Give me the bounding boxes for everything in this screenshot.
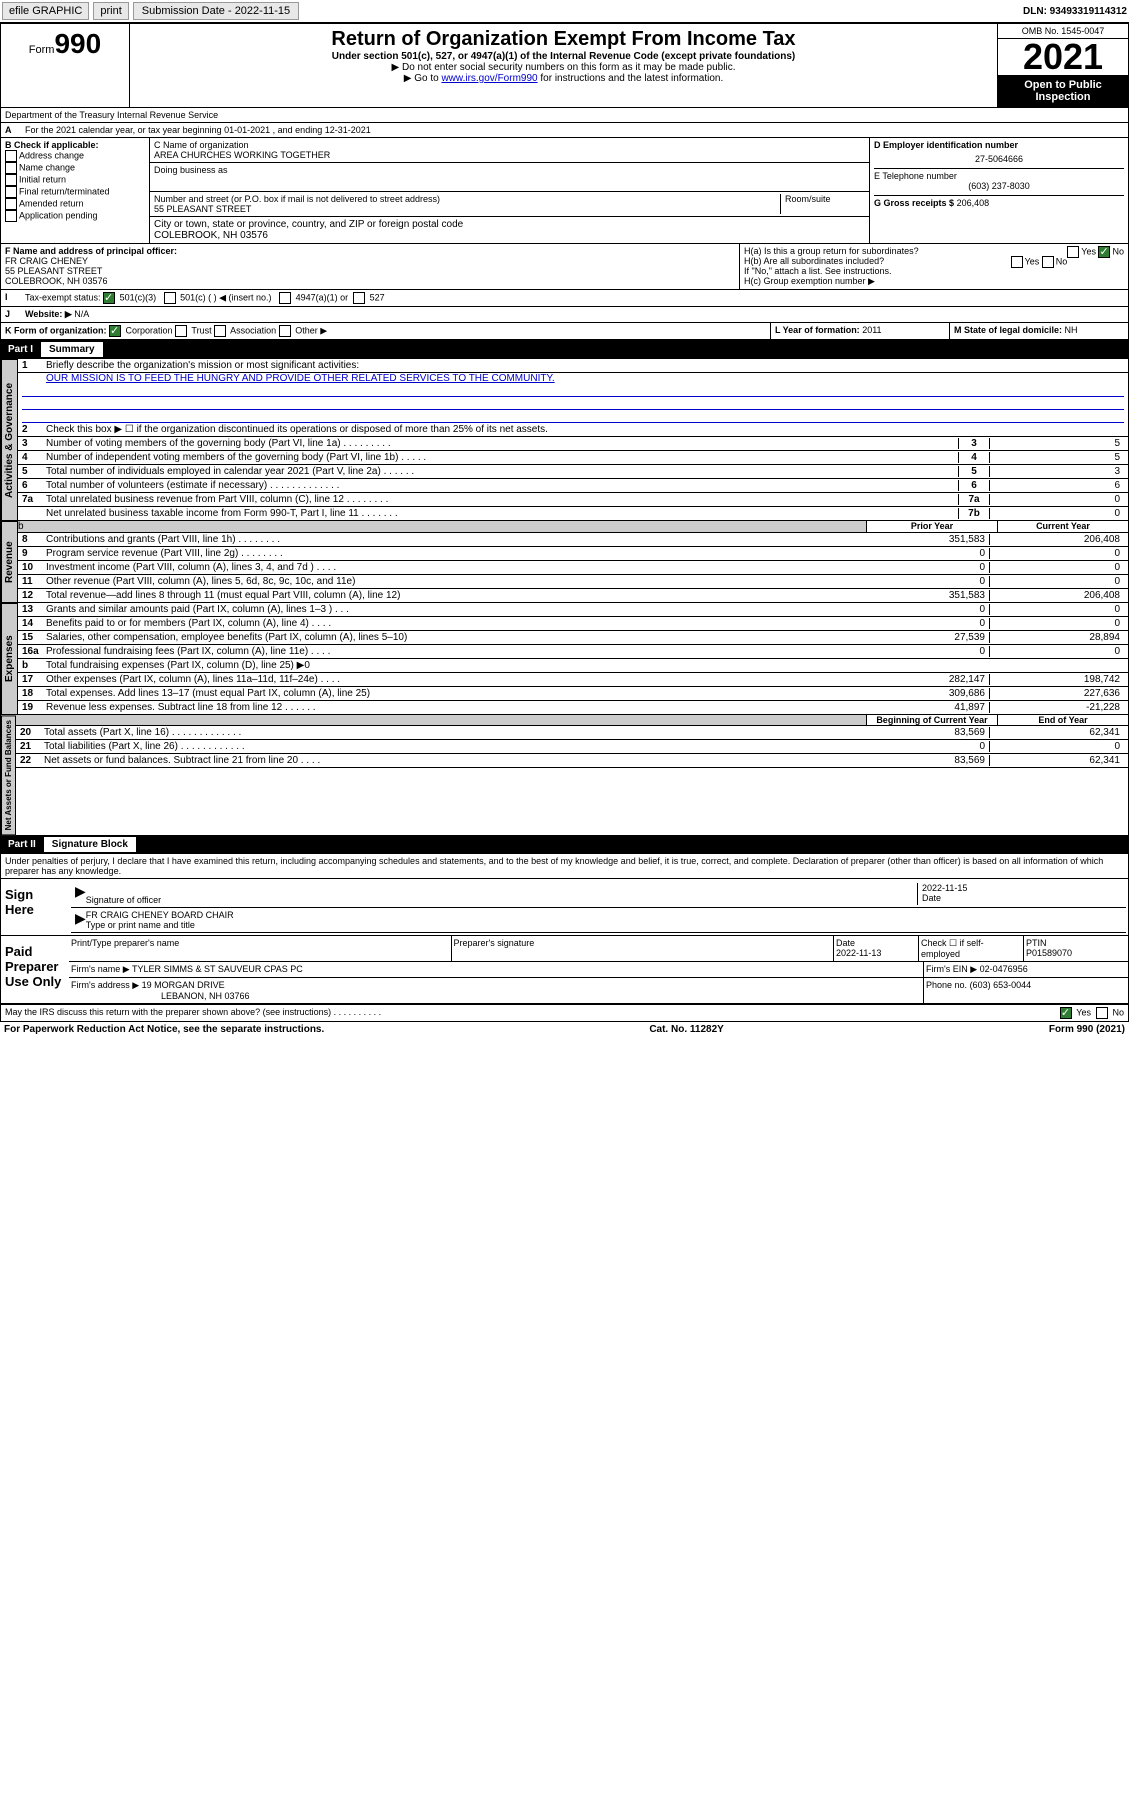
form-label: Form: [29, 44, 55, 56]
sig-date: 2022-11-15: [922, 883, 1122, 893]
note-2: ▶ Go to www.irs.gov/Form990 for instruct…: [134, 73, 993, 84]
website: Website: ▶ N/A: [21, 307, 93, 322]
side-net-assets: Net Assets or Fund Balances: [1, 715, 16, 835]
side-revenue: Revenue: [1, 521, 18, 603]
checkbox-501c3[interactable]: [103, 292, 115, 304]
department: Department of the Treasury Internal Reve…: [0, 108, 1129, 123]
discuss-row: May the IRS discuss this return with the…: [0, 1005, 1129, 1022]
irs-link[interactable]: www.irs.gov/Form990: [441, 73, 537, 84]
paid-preparer-label: Paid Preparer Use Only: [1, 936, 69, 1003]
line-a: A For the 2021 calendar year, or tax yea…: [0, 123, 1129, 138]
subtitle: Under section 501(c), 527, or 4947(a)(1)…: [134, 51, 993, 62]
firm-phone: (603) 653-0044: [970, 980, 1032, 990]
page-footer: For Paperwork Reduction Act Notice, see …: [0, 1022, 1129, 1037]
section-l: L Year of formation: 2011: [770, 323, 949, 339]
tax-exempt-status: Tax-exempt status: 501(c)(3) 501(c) ( ) …: [21, 290, 1128, 306]
section-c: C Name of organizationAREA CHURCHES WORK…: [150, 138, 870, 243]
street: 55 PLEASANT STREET: [154, 204, 780, 214]
main-title: Return of Organization Exempt From Incom…: [134, 28, 993, 51]
efile-button[interactable]: efile GRAPHIC: [2, 2, 89, 20]
discuss-no-checkbox[interactable]: [1096, 1007, 1108, 1019]
ptin: P01589070: [1026, 948, 1126, 958]
telephone: (603) 237-8030: [874, 181, 1124, 191]
penalties-text: Under penalties of perjury, I declare th…: [0, 854, 1129, 879]
firm-address: 19 MORGAN DRIVE: [142, 980, 225, 990]
tax-year: 2021: [998, 39, 1128, 75]
section-k: K Form of organization: Corporation Trus…: [1, 323, 770, 339]
section-f: F Name and address of principal officer:…: [1, 244, 740, 289]
discuss-yes-checkbox[interactable]: [1060, 1007, 1072, 1019]
submission-date: Submission Date - 2022-11-15: [133, 2, 299, 20]
org-name: AREA CHURCHES WORKING TOGETHER: [154, 150, 865, 160]
preparer-date: 2022-11-13: [836, 948, 916, 958]
sign-here-label: Sign Here: [1, 879, 69, 935]
gross-receipts: 206,408: [957, 198, 990, 208]
part-1-header: Part ISummary: [0, 340, 1129, 359]
side-activities: Activities & Governance: [1, 359, 18, 521]
print-button[interactable]: print: [93, 2, 128, 20]
side-expenses: Expenses: [1, 603, 18, 715]
section-d-e-g: D Employer identification number 27-5064…: [870, 138, 1128, 243]
entity-info: B Check if applicable: Address change Na…: [0, 138, 1129, 244]
section-b: B Check if applicable: Address change Na…: [1, 138, 150, 243]
form-number: 990: [54, 28, 101, 59]
firm-name: TYLER SIMMS & ST SAUVEUR CPAS PC: [132, 964, 303, 974]
note-1: ▶ Do not enter social security numbers o…: [134, 62, 993, 73]
top-toolbar: efile GRAPHIC print Submission Date - 20…: [0, 0, 1129, 23]
officer-name: FR CRAIG CHENEY BOARD CHAIR: [86, 910, 1122, 920]
ein: 27-5064666: [874, 154, 1124, 164]
section-m: M State of legal domicile: NH: [949, 323, 1128, 339]
firm-ein: 02-0476956: [980, 964, 1028, 974]
open-to-public: Open to Public Inspection: [998, 75, 1128, 107]
form-header: Form990 Return of Organization Exempt Fr…: [0, 23, 1129, 108]
dln: DLN: 93493319114312: [1023, 6, 1127, 17]
part-2-header: Part IISignature Block: [0, 835, 1129, 854]
city-state-zip: COLEBROOK, NH 03576: [154, 230, 865, 241]
section-h: H(a) Is this a group return for subordin…: [740, 244, 1128, 289]
mission-link[interactable]: OUR MISSION IS TO FEED THE HUNGRY AND PR…: [46, 373, 555, 384]
